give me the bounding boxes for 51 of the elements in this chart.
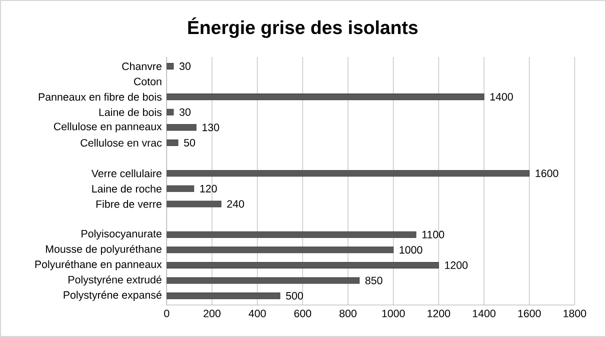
x-tick-label: 800: [340, 310, 356, 318]
bar: [166, 62, 174, 70]
x-tick-label: 1200: [428, 310, 450, 318]
x-tick-label: 1800: [564, 310, 586, 318]
chart-title: Énergie grise des isolants: [188, 17, 418, 38]
data-label: 1400: [490, 93, 513, 101]
x-tick-label: 1000: [382, 310, 405, 318]
data-label: 1600: [536, 170, 558, 178]
y-tick-label: Mousse de polyuréthane: [46, 244, 162, 255]
bar: [166, 231, 416, 238]
y-tick-label: Polystyréne extrudé: [68, 275, 162, 286]
data-label: 30: [179, 62, 191, 70]
data-label: 1000: [400, 246, 422, 254]
data-label: 240: [227, 200, 244, 208]
y-tick-label: Laine de bois: [99, 108, 162, 116]
bar: [166, 246, 394, 254]
data-label: 30: [179, 108, 191, 116]
bar: [166, 262, 439, 268]
data-label: 50: [184, 138, 196, 147]
y-tick-label: Chanvre: [122, 62, 162, 70]
bar: [166, 108, 174, 116]
x-tick-label: 1600: [518, 310, 541, 318]
bar: [166, 277, 360, 284]
bar: [166, 200, 222, 208]
y-tick-label: Polystyréne expansé: [64, 290, 162, 301]
x-tick-label: 200: [204, 310, 220, 318]
bar: [166, 94, 484, 100]
y-tick-label: Cellulose en panneaux: [54, 122, 162, 132]
x-tick-label: 0: [164, 310, 170, 318]
bar: [166, 170, 530, 177]
y-tick-label: Panneaux en fibre de bois: [38, 92, 162, 101]
x-tick-label: 1400: [472, 310, 496, 318]
data-label: 1200: [445, 261, 468, 269]
y-tick-label: Cellulose en vrac: [80, 138, 162, 147]
y-tick-label: Polyisocyanurate: [82, 230, 162, 240]
y-tick-label: Fibre de verre: [96, 200, 162, 208]
y-tick-label: Laine de roche: [92, 184, 162, 193]
data-label: 1100: [422, 230, 444, 238]
data-label: 500: [286, 292, 303, 300]
x-tick-label: 400: [248, 310, 266, 318]
y-tick-label: Coton: [134, 78, 162, 86]
bar: [166, 185, 194, 192]
y-tick-label: Verre cellulaire: [91, 169, 162, 178]
data-label: 850: [365, 276, 382, 284]
bar: [166, 292, 280, 300]
bar: [166, 139, 178, 146]
x-tick-label: 600: [294, 310, 312, 318]
bar: [166, 124, 196, 131]
data-label: 130: [202, 124, 220, 132]
y-tick-label: Polyuréthane en panneaux: [35, 260, 162, 270]
data-label: 120: [200, 184, 217, 192]
